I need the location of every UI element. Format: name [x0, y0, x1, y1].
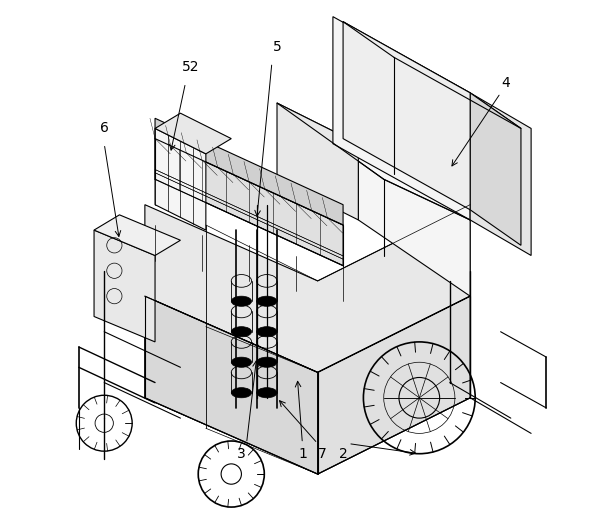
- Ellipse shape: [256, 388, 277, 398]
- Text: 1: 1: [298, 447, 307, 461]
- Polygon shape: [470, 93, 521, 245]
- Polygon shape: [343, 22, 521, 128]
- Ellipse shape: [256, 327, 277, 337]
- Polygon shape: [333, 17, 470, 220]
- Text: 4: 4: [501, 76, 510, 90]
- Polygon shape: [470, 93, 531, 256]
- Ellipse shape: [231, 327, 252, 337]
- Polygon shape: [277, 103, 470, 220]
- Text: 3: 3: [237, 447, 246, 461]
- Polygon shape: [155, 128, 206, 230]
- Polygon shape: [155, 113, 231, 154]
- Polygon shape: [145, 306, 470, 474]
- Text: 6: 6: [100, 122, 109, 135]
- Polygon shape: [94, 230, 155, 342]
- Ellipse shape: [231, 296, 252, 306]
- Ellipse shape: [256, 296, 277, 306]
- Polygon shape: [359, 144, 470, 296]
- Polygon shape: [94, 215, 180, 256]
- Polygon shape: [145, 205, 470, 373]
- Polygon shape: [155, 118, 343, 225]
- Polygon shape: [277, 103, 359, 220]
- Text: 2: 2: [339, 447, 347, 461]
- Polygon shape: [318, 296, 470, 474]
- Ellipse shape: [256, 357, 277, 367]
- Text: 52: 52: [182, 60, 199, 75]
- Ellipse shape: [231, 388, 252, 398]
- Polygon shape: [155, 138, 343, 266]
- Text: 7: 7: [319, 447, 327, 461]
- Text: 5: 5: [272, 40, 282, 54]
- Ellipse shape: [231, 357, 252, 367]
- Polygon shape: [145, 296, 318, 474]
- Polygon shape: [343, 22, 470, 210]
